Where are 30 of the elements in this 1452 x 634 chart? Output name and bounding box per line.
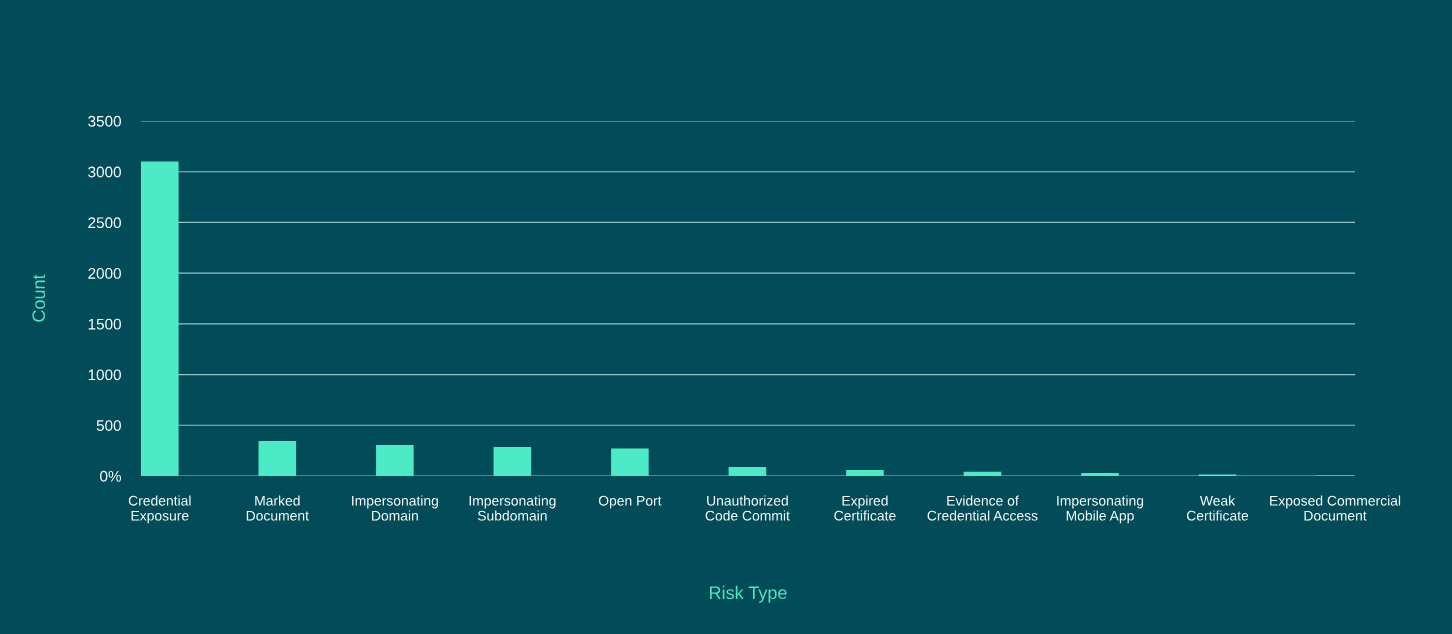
x-tick-label: Unauthorized Code Commit [705,495,790,521]
y-tick-label: 3000 [88,166,121,178]
y-tick-label: 2500 [88,217,121,229]
y-tick-label: 0% [100,470,122,482]
bar [846,470,884,476]
bar [611,448,649,476]
y-tick-label: 3500 [88,115,121,127]
x-tick-label: Open Port [598,495,662,509]
y-tick-label: 500 [96,420,121,431]
bar [728,467,767,476]
x-tick-label: Marked Document [246,495,309,521]
x-tick-label: Weak Certificate [1186,495,1249,521]
bar [376,445,414,476]
x-tick-label: Impersonating Mobile App [1057,495,1144,524]
x-axis-title: Risk Type [710,585,787,603]
bar [1081,472,1119,476]
bar [141,161,179,476]
bar [258,441,297,476]
y-axis-title: Count [32,274,46,322]
y-tick-label: 1000 [88,369,121,381]
x-tick-label: Impersonating Domain [352,495,438,521]
y-tick-label: 1500 [88,318,121,330]
x-tick-label: Impersonating Subdomain [469,495,556,521]
x-tick-label: Credential Exposure [128,495,191,524]
bar [963,471,1002,476]
bar [493,447,532,476]
x-tick-label: Exposed Commercial Document [1270,495,1401,521]
x-tick-label: Evidence of Credential Access [927,495,1038,521]
x-tick-label: Expired Certificate [834,495,896,521]
y-tick-label: 2000 [88,268,121,279]
